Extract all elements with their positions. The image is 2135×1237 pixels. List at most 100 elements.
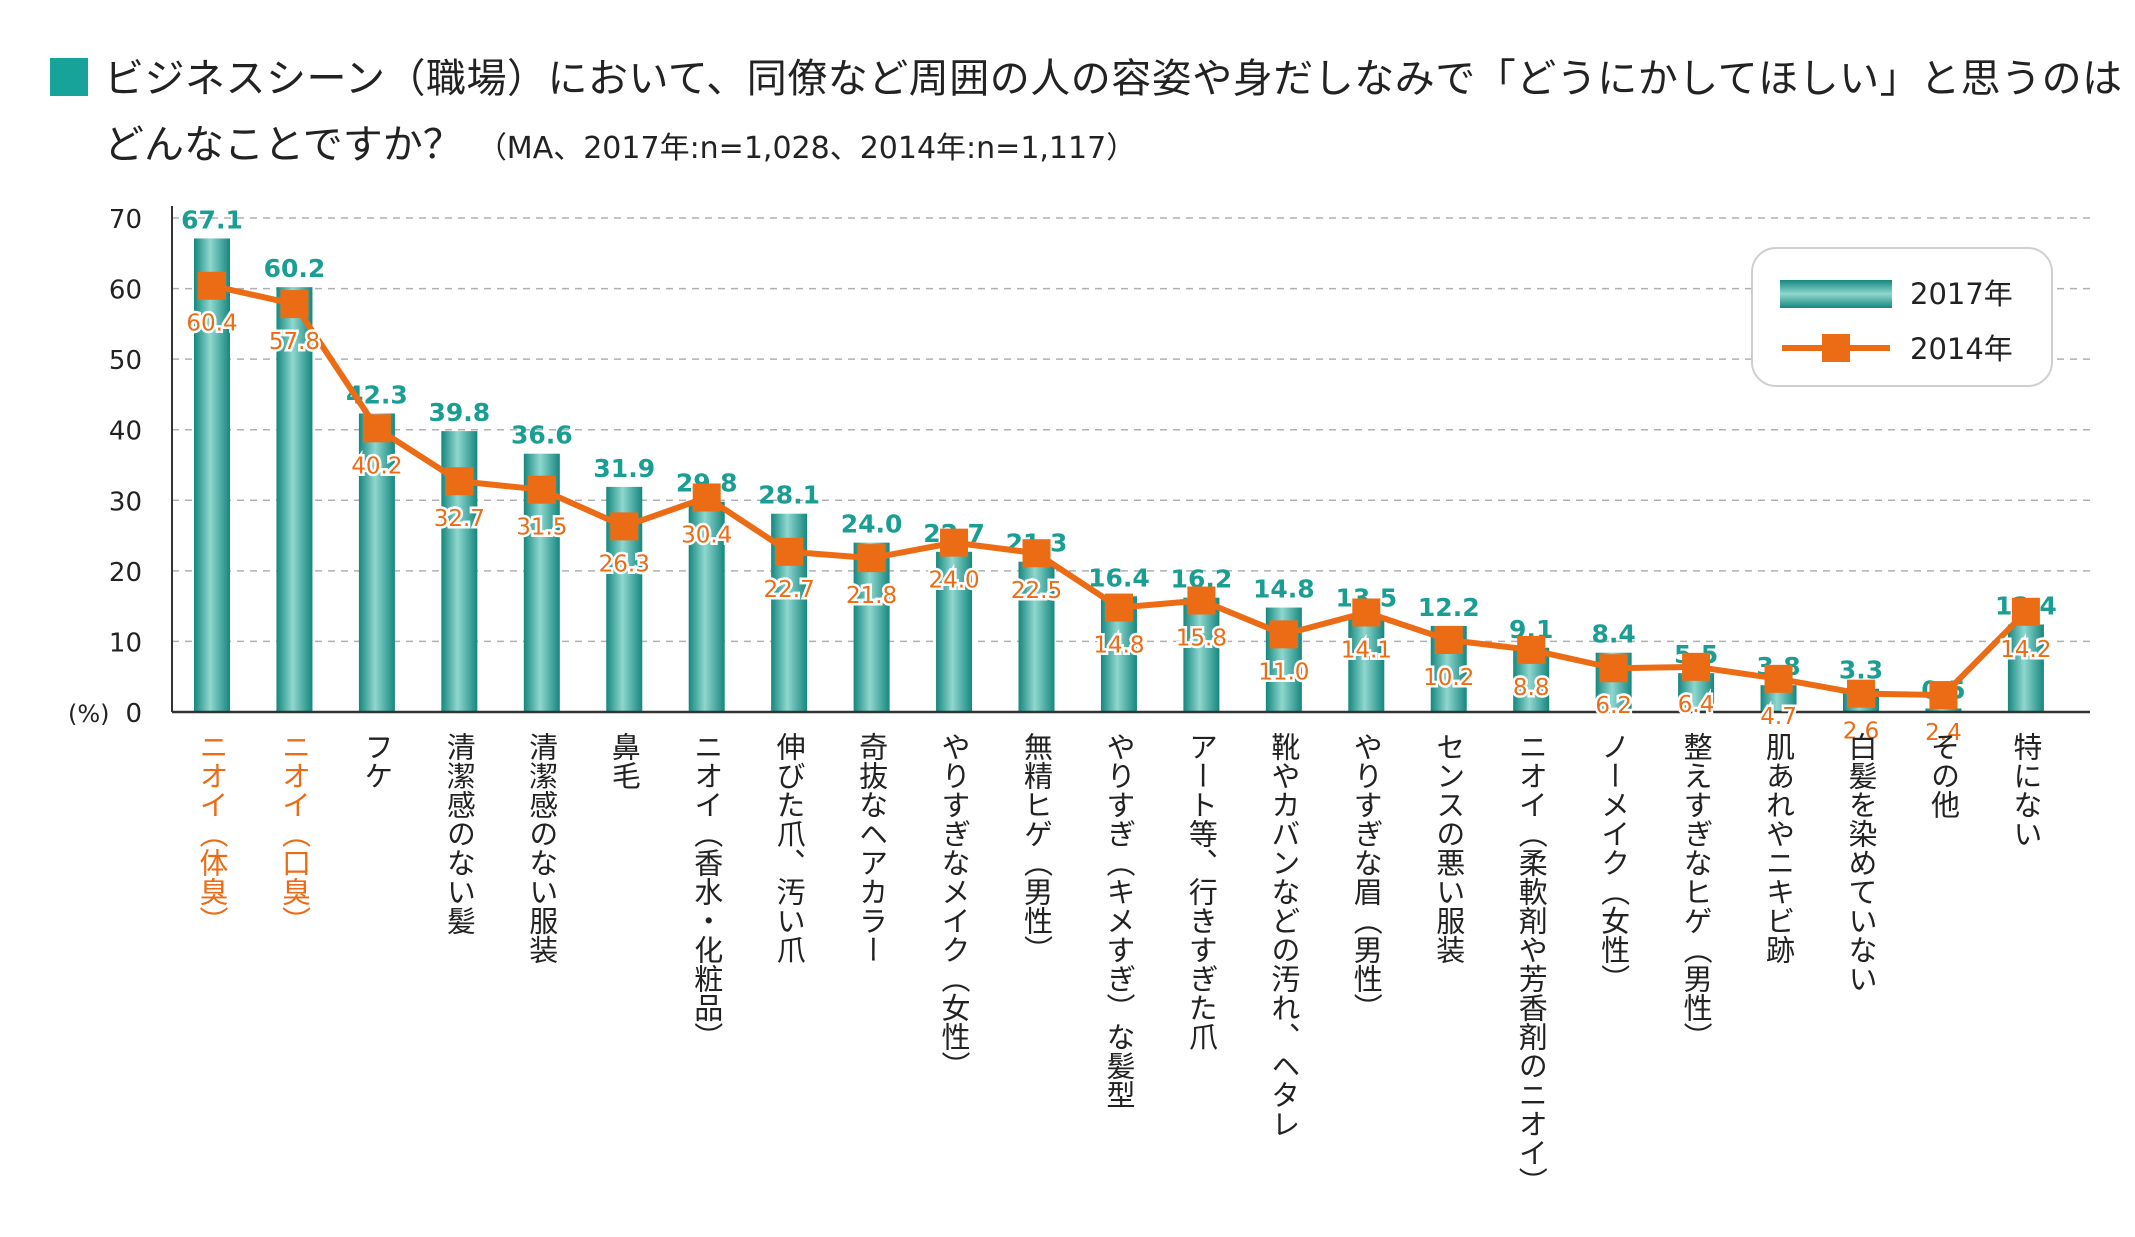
line-2014-marker [445,467,474,496]
bar-2017 [1018,561,1055,712]
line-2014-marker [610,512,639,541]
category-label: 無精ヒゲ（男性） [1020,732,1054,964]
category-label: やりすぎな眉（男性） [1349,732,1383,1022]
line-2014-marker [1022,539,1051,568]
line-value-label: 30.4 [681,522,732,548]
line-2014-marker [940,528,969,557]
line-value-label: 57.8 [269,329,320,355]
legend-2014-marker [1822,334,1850,362]
y-tick-label: 0 [125,699,142,729]
category-label: アート等、行きすぎた爪 [1184,732,1218,1051]
bar-2017 [194,238,230,713]
bar-2017 [688,501,725,712]
line-value-label: 6.4 [1678,692,1715,718]
bar-value-label: 16.4 [1088,563,1150,592]
category-label: やりすぎなメイク（女性） [937,732,971,1080]
line-2014-marker [1187,586,1216,615]
y-tick-label: 40 [109,417,142,447]
line-value-label: 21.8 [846,583,897,609]
category-label: 伸びた爪、汚い爪 [772,732,806,964]
legend-2014-label: 2014年 [1910,332,2013,366]
line-value-label: 6.2 [1595,693,1632,719]
y-tick-label: 20 [109,558,142,588]
line-2014-marker [527,475,556,504]
line-2014-marker [1434,626,1463,655]
legend-2017-swatch [1780,280,1892,308]
y-unit-label: (%) [68,700,110,728]
line-2014-marker [280,290,309,319]
line-2014-marker [2011,597,2040,626]
bar-2017 [2007,624,2044,712]
line-value-label: 22.5 [1011,578,1062,604]
line-value-label: 14.1 [1341,637,1392,663]
line-2014-marker [1269,620,1298,649]
bar-value-label: 36.6 [511,421,573,450]
line-value-label: 24.0 [928,568,979,594]
bar-value-label: 60.2 [264,254,326,283]
category-label: 整えすぎなヒゲ（男性） [1679,732,1713,1051]
bar-2017 [1183,597,1220,712]
line-2014-marker [362,414,391,443]
line-value-label: 32.7 [434,506,485,532]
category-label: ニオイ（柔軟剤や芳香剤のニオイ） [1514,732,1548,1196]
line-2014-marker [1847,679,1875,708]
chart-subtitle: （MA、2017年:n=1,028、2014年:n=1,117） [476,131,1137,166]
bar-value-label: 67.1 [181,205,243,234]
line-2014-marker [775,537,804,566]
category-label: 靴やカバンなどの汚れ、ヘタレ [1267,732,1301,1138]
category-label: ニオイ（体臭） [195,732,229,935]
line-2014-marker [198,271,226,300]
category-label: 白髪を染めていない [1844,732,1878,993]
chart-title-line1: ビジネスシーン（職場）において、同僚など周囲の人の容姿や身だしなみで「どうにかし… [104,56,2123,102]
category-label: フケ [360,732,394,790]
line-value-label: 8.8 [1513,675,1550,701]
line-value-label: 15.8 [1176,625,1227,651]
bar-value-label: 12.2 [1418,593,1480,622]
category-label: 鼻毛 [607,732,641,790]
category-label: 清潔感のない服装 [525,732,559,964]
line-value-label: 40.2 [351,453,402,479]
line-value-label: 4.7 [1760,704,1797,730]
y-tick-label: 70 [109,205,142,235]
line-2014-marker [1764,664,1793,693]
line-value-label: 2.6 [1843,719,1880,745]
bar-2017 [358,413,395,712]
category-label: ニオイ（口臭） [277,732,311,935]
category-label: ニオイ（香水・化粧品） [690,732,724,1051]
line-value-label: 14.2 [2000,637,2051,663]
line-2014-marker [1929,681,1958,710]
category-label: 奇抜なヘアカラー [855,732,889,964]
line-2014-marker [692,483,721,512]
line-2014-marker [1352,598,1381,627]
bar-value-label: 8.4 [1592,620,1636,649]
line-value-label: 2.4 [1925,720,1962,746]
line-2014-marker [857,544,886,573]
y-tick-label: 10 [109,628,142,658]
line-value-label: 26.3 [599,551,650,577]
bar-2017 [1925,708,1962,712]
bar-value-label: 14.8 [1253,575,1315,604]
bar-2017 [276,287,313,712]
line-value-label: 14.8 [1093,633,1144,659]
y-tick-label: 50 [109,346,142,376]
chart-title-line2: どんなことですか？ （MA、2017年:n=1,028、2014年:n=1,117… [104,112,1136,170]
y-tick-label: 30 [109,487,142,517]
bar-value-label: 24.0 [841,510,903,539]
line-value-label: 22.7 [764,577,815,603]
category-label: 清潔感のない髪 [442,732,476,935]
bar-value-label: 39.8 [429,398,491,427]
category-label: ノーメイク（女性） [1597,732,1631,993]
chart-title-line2-main: どんなことですか？ [104,122,463,168]
line-value-label: 31.5 [516,515,567,541]
bar-value-label: 31.9 [593,454,655,483]
bar-2017 [1348,616,1385,712]
line-2014-marker [1682,652,1711,681]
category-label: 肌あれやニキビ跡 [1762,732,1796,964]
line-value-label: 60.4 [186,311,237,337]
line-2014-marker [1599,654,1628,683]
category-label: その他 [1926,732,1960,819]
bar-2017 [936,551,973,712]
line-2014-marker [1104,593,1133,622]
category-label: センスの悪い服装 [1432,732,1466,964]
